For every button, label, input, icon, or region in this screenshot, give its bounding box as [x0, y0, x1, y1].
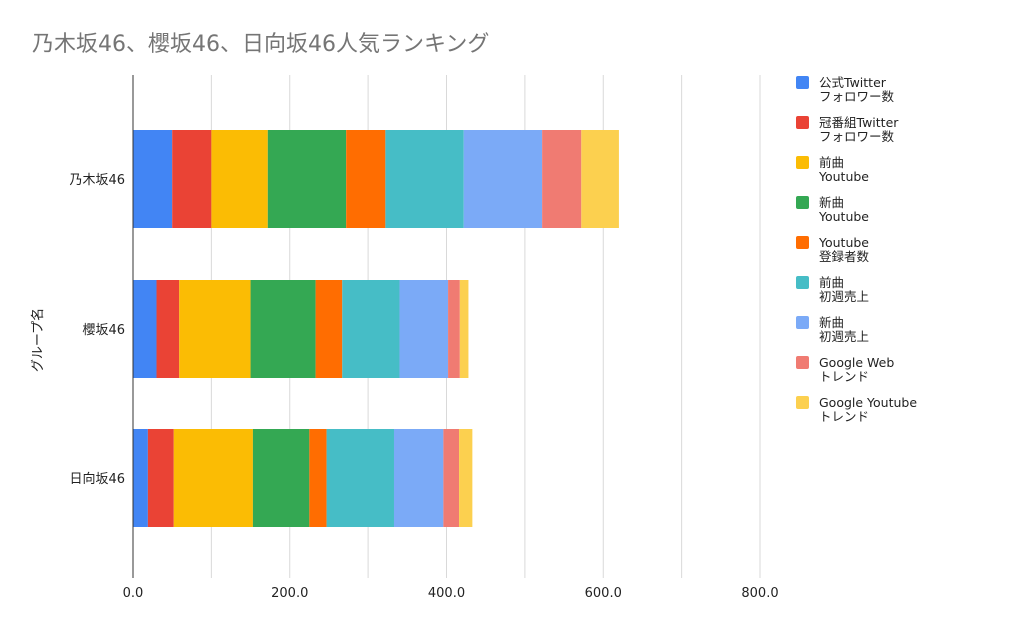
- legend-label: 初週売上: [819, 289, 869, 304]
- y-axis-label: グループ名: [30, 308, 46, 372]
- legend-label: Youtube: [818, 169, 869, 184]
- bar-segment: [173, 429, 253, 527]
- category-label: 乃木坂46: [69, 173, 125, 188]
- bar-segment: [172, 130, 212, 228]
- bar-segment: [542, 130, 582, 228]
- legend-label: トレンド: [819, 369, 869, 384]
- legend-label: Google Youtube: [819, 395, 917, 410]
- category-label: 日向坂46: [69, 471, 125, 487]
- bar-segment: [385, 130, 464, 228]
- bar-segment: [342, 280, 400, 378]
- x-tick-label: 0.0: [123, 586, 144, 601]
- legend-label: 新曲: [819, 315, 844, 330]
- bar-segment: [463, 130, 543, 228]
- legend-label: 初週売上: [819, 329, 869, 344]
- x-tick-label: 200.0: [271, 586, 308, 601]
- legend-swatch: [796, 116, 809, 129]
- bar-segment: [133, 130, 173, 228]
- bar-segment: [315, 280, 343, 378]
- legend-label: Youtube: [818, 235, 869, 250]
- legend-label: Google Web: [819, 355, 894, 370]
- bar-segment: [346, 130, 386, 228]
- bar-segment: [448, 280, 460, 378]
- chart-title: 乃木坂46、櫻坂46、日向坂46人気ランキング: [32, 32, 490, 57]
- bar-segment: [156, 280, 180, 378]
- bar-segment: [399, 280, 449, 378]
- x-tick-label: 400.0: [428, 586, 465, 601]
- bar-segment: [581, 130, 619, 228]
- legend-swatch: [796, 236, 809, 249]
- bar-segment: [267, 130, 347, 228]
- legend-swatch: [796, 196, 809, 209]
- bar-segment: [252, 429, 310, 527]
- bar-segment: [459, 280, 469, 378]
- bar-segment: [147, 429, 174, 527]
- legend-label: 登録者数: [819, 249, 870, 264]
- x-tick-label: 800.0: [741, 586, 778, 601]
- bar-segment: [309, 429, 327, 527]
- bar-segment: [179, 280, 251, 378]
- legend-label: 公式Twitter: [819, 75, 887, 90]
- bar-segment: [211, 130, 268, 228]
- legend-label: フォロワー数: [819, 89, 895, 104]
- legend-swatch: [796, 316, 809, 329]
- bar-segment: [250, 280, 316, 378]
- bar-segment: [443, 429, 460, 527]
- bar-segment: [393, 429, 444, 527]
- legend-label: 新曲: [819, 195, 844, 210]
- bar-segment: [133, 280, 157, 378]
- legend-swatch: [796, 276, 809, 289]
- legend-label: フォロワー数: [819, 129, 895, 144]
- bar-segment: [326, 429, 394, 527]
- x-tick-label: 600.0: [585, 586, 622, 601]
- legend-swatch: [796, 396, 809, 409]
- legend-label: トレンド: [819, 409, 869, 424]
- bar-segment: [459, 429, 473, 527]
- legend-label: 前曲: [819, 275, 844, 290]
- bar-segment: [133, 429, 148, 527]
- legend-swatch: [796, 76, 809, 89]
- legend-label: 冠番組Twitter: [819, 115, 899, 130]
- category-label: 櫻坂46: [82, 323, 125, 338]
- legend-swatch: [796, 156, 809, 169]
- legend-label: Youtube: [818, 209, 869, 224]
- legend-label: 前曲: [819, 155, 844, 170]
- legend-swatch: [796, 356, 809, 369]
